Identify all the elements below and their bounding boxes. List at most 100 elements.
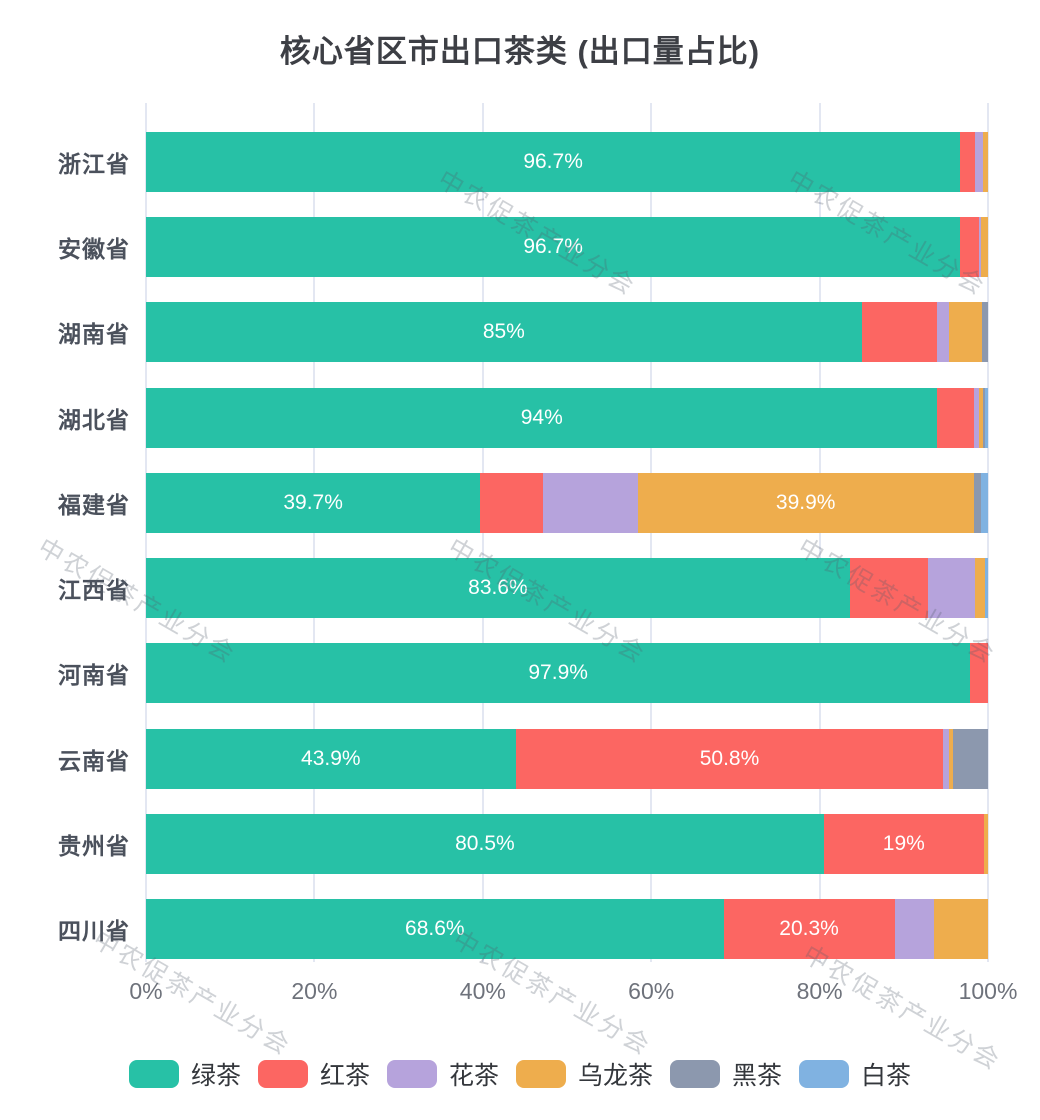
stacked-bar: 83.6% <box>146 558 988 619</box>
legend-swatch-green-tea <box>128 1060 179 1088</box>
bar-segment-flower-tea[interactable] <box>894 899 935 960</box>
legend-label-flower-tea: 花茶 <box>448 1062 499 1090</box>
bar-segment-red-tea[interactable] <box>960 216 979 277</box>
x-axis-tick: 0% <box>129 978 163 1004</box>
bar-value-label: 39.7% <box>283 490 343 514</box>
bar-segment-flower-tea[interactable] <box>974 131 983 192</box>
bar-segment-green-tea[interactable]: 39.7% <box>146 472 481 533</box>
bar-segment-dark-tea[interactable] <box>973 472 982 533</box>
bar-row-江西省: 83.6% <box>146 545 988 630</box>
bar-segment-flower-tea[interactable] <box>542 472 638 533</box>
legend-label-green-tea: 绿茶 <box>190 1062 241 1090</box>
stacked-bar: 68.6% 20.3% <box>146 899 988 960</box>
bar-value-label: 85% <box>482 320 525 344</box>
legend-item-flower-tea[interactable]: 花茶 <box>386 1056 499 1092</box>
bar-segment-flower-tea[interactable] <box>973 387 979 448</box>
legend: 绿茶 红茶 花茶 乌龙茶 黑茶 白茶 <box>0 1056 1040 1092</box>
bar-segment-green-tea[interactable]: 94% <box>146 387 938 448</box>
legend-label-oolong-tea: 乌龙茶 <box>578 1062 654 1090</box>
bar-value-label: 68.6% <box>405 917 465 941</box>
x-axis-tick: 80% <box>796 978 843 1004</box>
bar-segment-red-tea[interactable] <box>480 472 543 533</box>
bar-segment-red-tea[interactable] <box>960 131 975 192</box>
bar-segment-green-tea[interactable]: 43.9% <box>146 728 516 789</box>
stacked-bar: 97.9% <box>146 643 988 704</box>
bar-segment-dark-tea[interactable] <box>982 302 988 363</box>
bar-segment-green-tea[interactable]: 80.5% <box>146 814 824 875</box>
x-axis-tick: 40% <box>459 978 506 1004</box>
bar-value-label: 43.9% <box>301 746 361 770</box>
chart-title: 核心省区市出口茶类 (出口量占比) <box>279 34 761 69</box>
bar-segment-oolong-tea[interactable] <box>978 387 983 448</box>
bar-value-label: 19% <box>882 832 925 856</box>
bar-row-云南省: 43.9% 50.8% <box>146 716 988 801</box>
bar-segment-green-tea[interactable]: 85% <box>146 302 862 363</box>
legend-item-red-tea[interactable]: 红茶 <box>257 1056 370 1092</box>
bar-segment-red-tea[interactable]: 50.8% <box>515 728 944 789</box>
y-axis-label: 安徽省 <box>58 235 130 262</box>
bar-row-四川省: 68.6% 20.3% <box>146 887 988 972</box>
bar-segment-oolong-tea[interactable] <box>982 131 988 192</box>
legend-swatch-red-tea <box>257 1060 308 1088</box>
bar-segment-green-tea[interactable]: 68.6% <box>146 899 724 960</box>
bar-segment-red-tea[interactable] <box>970 643 988 704</box>
bar-segment-oolong-tea[interactable] <box>949 302 983 363</box>
x-axis-tick: 60% <box>628 978 675 1004</box>
bar-segment-oolong-tea[interactable] <box>949 728 954 789</box>
bar-segment-red-tea[interactable]: 19% <box>823 814 984 875</box>
bar-segment-oolong-tea[interactable] <box>975 558 986 619</box>
bar-value-label: 20.3% <box>779 917 839 941</box>
bar-segment-white-tea[interactable] <box>985 558 988 619</box>
legend-label-dark-tea: 黑茶 <box>732 1062 783 1090</box>
legend-item-green-tea[interactable]: 绿茶 <box>128 1056 241 1092</box>
legend-swatch-dark-tea <box>670 1060 721 1088</box>
bar-segment-flower-tea[interactable] <box>936 302 950 363</box>
bar-segment-dark-tea[interactable] <box>982 387 986 448</box>
bar-segment-red-tea[interactable] <box>861 302 937 363</box>
legend-swatch-flower-tea <box>386 1060 437 1088</box>
y-axis-label: 四川省 <box>58 918 130 945</box>
bar-segment-green-tea[interactable]: 83.6% <box>146 558 850 619</box>
bar-segment-oolong-tea[interactable] <box>934 899 988 960</box>
stacked-bar: 96.7% <box>146 131 988 192</box>
x-axis: 0% 20% 40% 60% 80% 100% <box>129 978 1017 1010</box>
bar-segment-green-tea[interactable]: 97.9% <box>146 643 971 704</box>
bar-row-河南省: 97.9% <box>146 631 988 716</box>
bar-segment-green-tea[interactable]: 96.7% <box>146 131 961 192</box>
bar-segment-oolong-tea[interactable]: 39.9% <box>637 472 974 533</box>
stacked-bar: 85% <box>146 302 988 363</box>
bar-segment-oolong-tea[interactable] <box>981 216 988 277</box>
bar-segment-flower-tea[interactable] <box>943 728 950 789</box>
legend-swatch-oolong-tea <box>516 1060 566 1088</box>
bar-value-label: 83.6% <box>468 576 528 600</box>
x-axis-tick: 100% <box>958 978 1018 1004</box>
bar-segment-flower-tea[interactable] <box>978 216 982 277</box>
y-axis-label: 江西省 <box>58 577 130 604</box>
legend-item-white-tea[interactable]: 白茶 <box>799 1056 911 1092</box>
bar-value-label: 50.8% <box>699 746 760 770</box>
stacked-bar: 80.5% 19% <box>146 814 988 875</box>
bar-segment-white-tea[interactable] <box>985 387 988 448</box>
bar-segment-white-tea[interactable] <box>981 472 988 533</box>
y-axis-label: 云南省 <box>58 747 130 774</box>
bar-segment-red-tea[interactable]: 20.3% <box>723 899 895 960</box>
bar-row-湖北省: 94% <box>146 375 988 460</box>
bar-row-湖南省: 85% <box>146 290 988 375</box>
bar-segment-green-tea[interactable]: 96.7% <box>146 216 961 277</box>
bar-segment-red-tea[interactable] <box>937 387 974 448</box>
y-axis-label: 河南省 <box>58 662 130 689</box>
bar-row-安徽省: 96.7% <box>146 204 988 289</box>
bar-segment-flower-tea[interactable] <box>928 558 976 619</box>
bar-row-贵州省: 80.5% 19% <box>146 801 988 886</box>
bar-row-浙江省: 96.7% <box>146 119 988 204</box>
stacked-bar: 43.9% 50.8% <box>146 728 988 789</box>
y-axis-label: 湖北省 <box>58 406 130 433</box>
bar-segment-dark-tea[interactable] <box>953 728 988 789</box>
bar-segment-red-tea[interactable] <box>849 558 929 619</box>
legend-item-oolong-tea[interactable]: 乌龙茶 <box>516 1056 653 1092</box>
legend-item-dark-tea[interactable]: 黑茶 <box>670 1056 782 1092</box>
bar-value-label: 96.7% <box>523 149 583 173</box>
bar-value-label: 94% <box>520 405 563 429</box>
bar-segment-oolong-tea[interactable] <box>983 814 988 875</box>
